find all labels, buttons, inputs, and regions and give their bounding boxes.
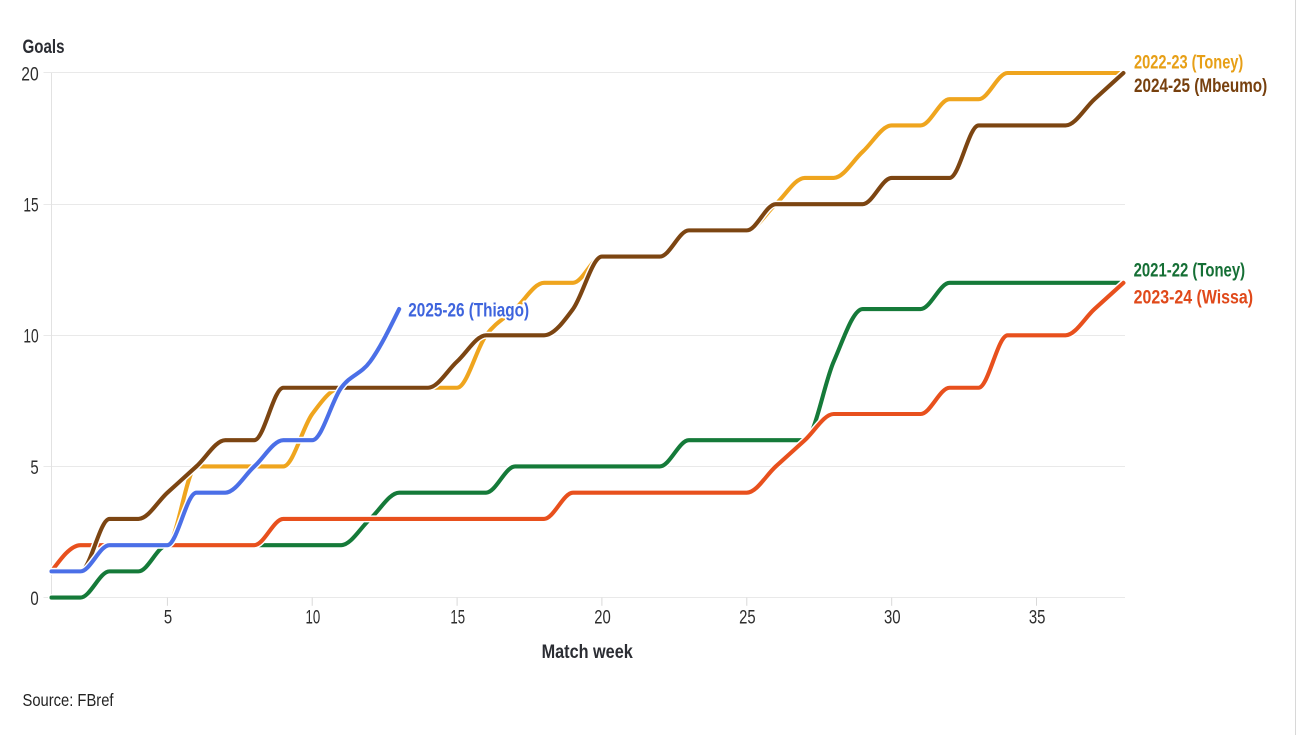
svg-text:2022-23 (Toney): 2022-23 (Toney) (1134, 52, 1243, 74)
svg-text:35: 35 (1029, 608, 1046, 629)
svg-text:0: 0 (30, 589, 38, 610)
svg-text:5: 5 (164, 608, 172, 629)
svg-text:30: 30 (884, 608, 901, 629)
svg-text:10: 10 (23, 327, 38, 348)
svg-text:25: 25 (739, 608, 756, 629)
svg-text:15: 15 (450, 608, 465, 629)
svg-text:20: 20 (594, 608, 611, 629)
svg-text:2025-26 (Thiago): 2025-26 (Thiago) (408, 300, 529, 321)
svg-text:Goals: Goals (23, 37, 65, 58)
svg-text:20: 20 (21, 64, 38, 85)
svg-text:Source: FBref: Source: FBref (23, 690, 114, 710)
svg-text:2021-22 (Toney): 2021-22 (Toney) (1134, 260, 1246, 282)
svg-text:10: 10 (305, 608, 320, 629)
svg-text:Match week: Match week (542, 642, 634, 663)
svg-text:2024-25 (Mbeumo): 2024-25 (Mbeumo) (1134, 75, 1267, 97)
svg-text:2023-24 (Wissa): 2023-24 (Wissa) (1134, 286, 1254, 308)
svg-text:5: 5 (30, 458, 38, 479)
svg-text:15: 15 (23, 195, 38, 216)
